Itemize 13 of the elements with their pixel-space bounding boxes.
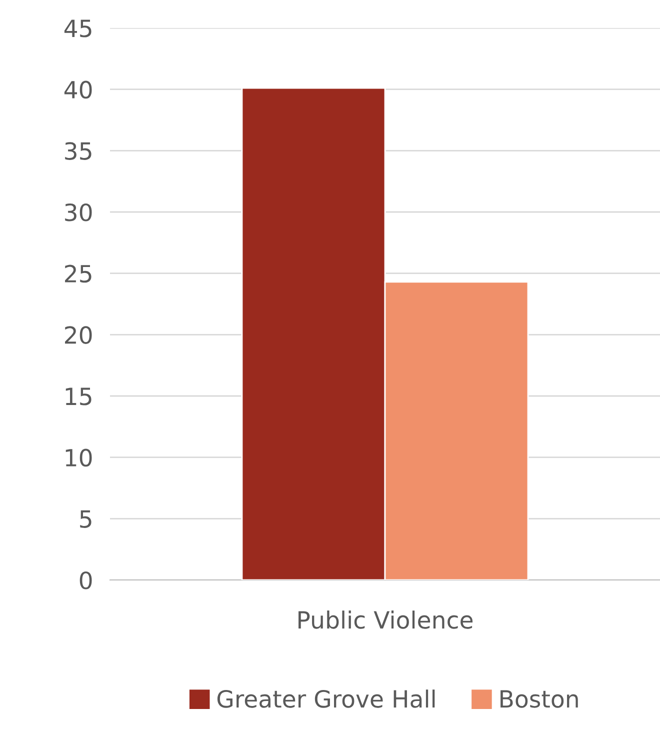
y-tick-label: 40 [64, 80, 92, 99]
y-tick-label: 25 [65, 264, 92, 283]
y-tick-label: 10 [66, 448, 92, 467]
legend-label: Boston [500, 690, 578, 708]
y-tick-label: 0 [80, 571, 92, 590]
x-tick-label: Public Violence [298, 610, 473, 629]
y-tick-label: 20 [65, 326, 92, 344]
y-tick-label: 15 [66, 388, 92, 406]
y-tick-label: 30 [65, 203, 92, 222]
legend-label: Greater Grove Hall [217, 690, 435, 708]
y-tick-label: 5 [80, 510, 92, 528]
y-tick-label: 35 [65, 142, 92, 160]
y-tick-label: 45 [64, 20, 92, 38]
